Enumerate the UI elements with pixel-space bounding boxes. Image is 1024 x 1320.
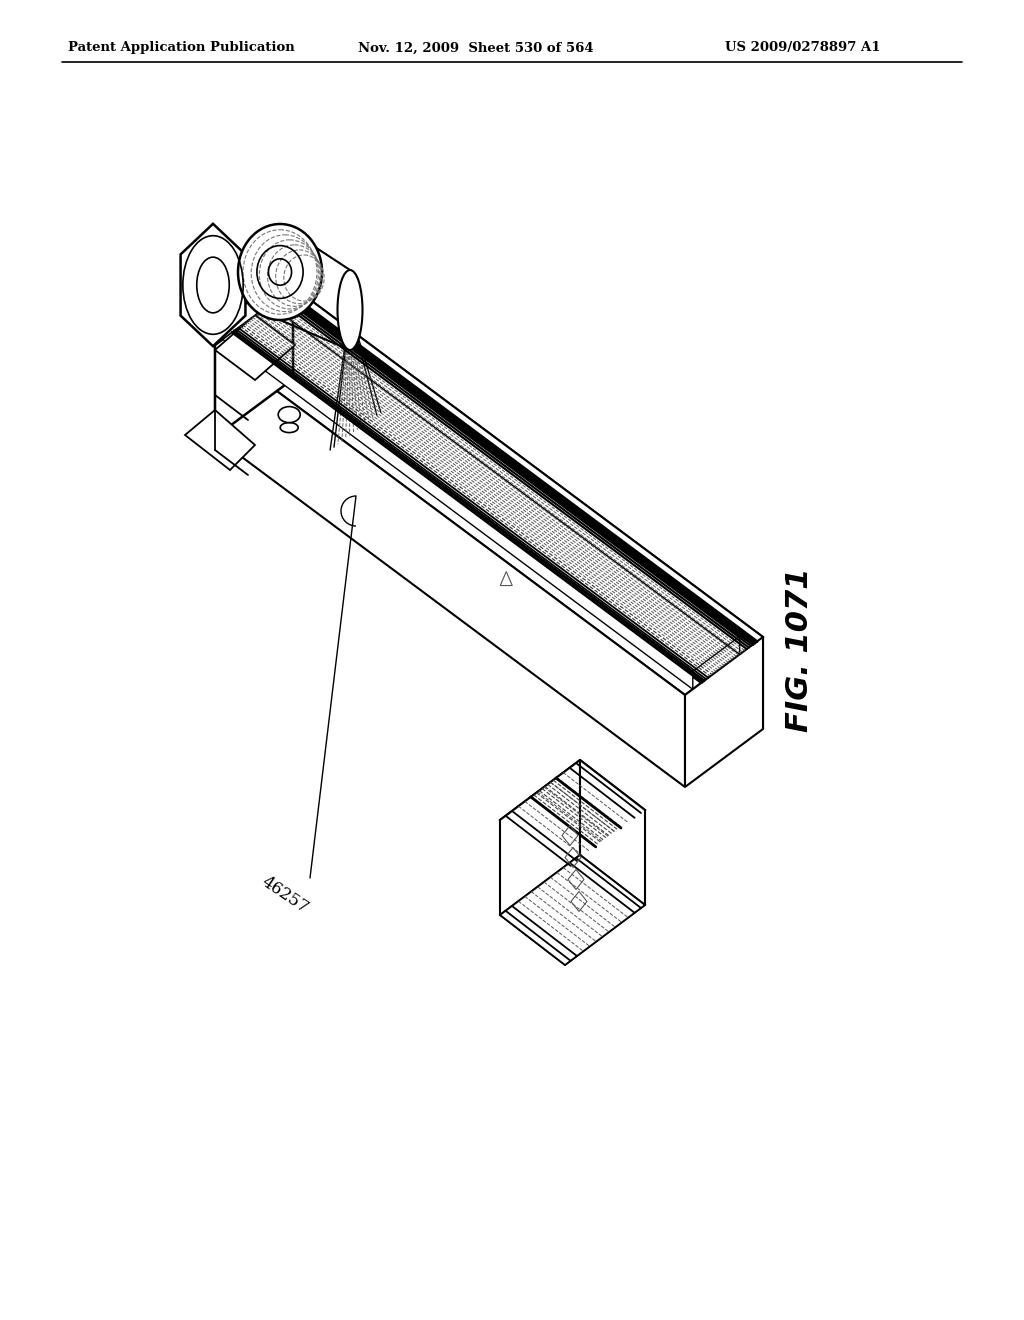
Polygon shape — [215, 286, 293, 437]
Polygon shape — [500, 820, 565, 965]
Polygon shape — [180, 224, 246, 346]
Polygon shape — [293, 286, 763, 729]
Text: US 2009/0278897 A1: US 2009/0278897 A1 — [725, 41, 881, 54]
Polygon shape — [293, 279, 305, 314]
Polygon shape — [565, 810, 645, 965]
Polygon shape — [500, 855, 645, 965]
Polygon shape — [685, 638, 763, 787]
Text: Nov. 12, 2009  Sheet 530 of 564: Nov. 12, 2009 Sheet 530 of 564 — [358, 41, 594, 54]
Polygon shape — [215, 269, 293, 345]
Polygon shape — [580, 760, 645, 906]
Polygon shape — [215, 345, 685, 787]
Polygon shape — [223, 321, 693, 689]
Polygon shape — [215, 286, 763, 696]
Ellipse shape — [338, 271, 362, 350]
Ellipse shape — [238, 224, 322, 319]
Text: Patent Application Publication: Patent Application Publication — [68, 41, 295, 54]
Ellipse shape — [279, 407, 300, 422]
Text: 46257: 46257 — [258, 873, 311, 917]
Polygon shape — [500, 760, 580, 915]
Polygon shape — [185, 411, 255, 470]
Polygon shape — [215, 315, 295, 380]
Polygon shape — [269, 286, 739, 655]
Text: FIG. 1071: FIG. 1071 — [785, 568, 814, 733]
Polygon shape — [500, 760, 645, 870]
